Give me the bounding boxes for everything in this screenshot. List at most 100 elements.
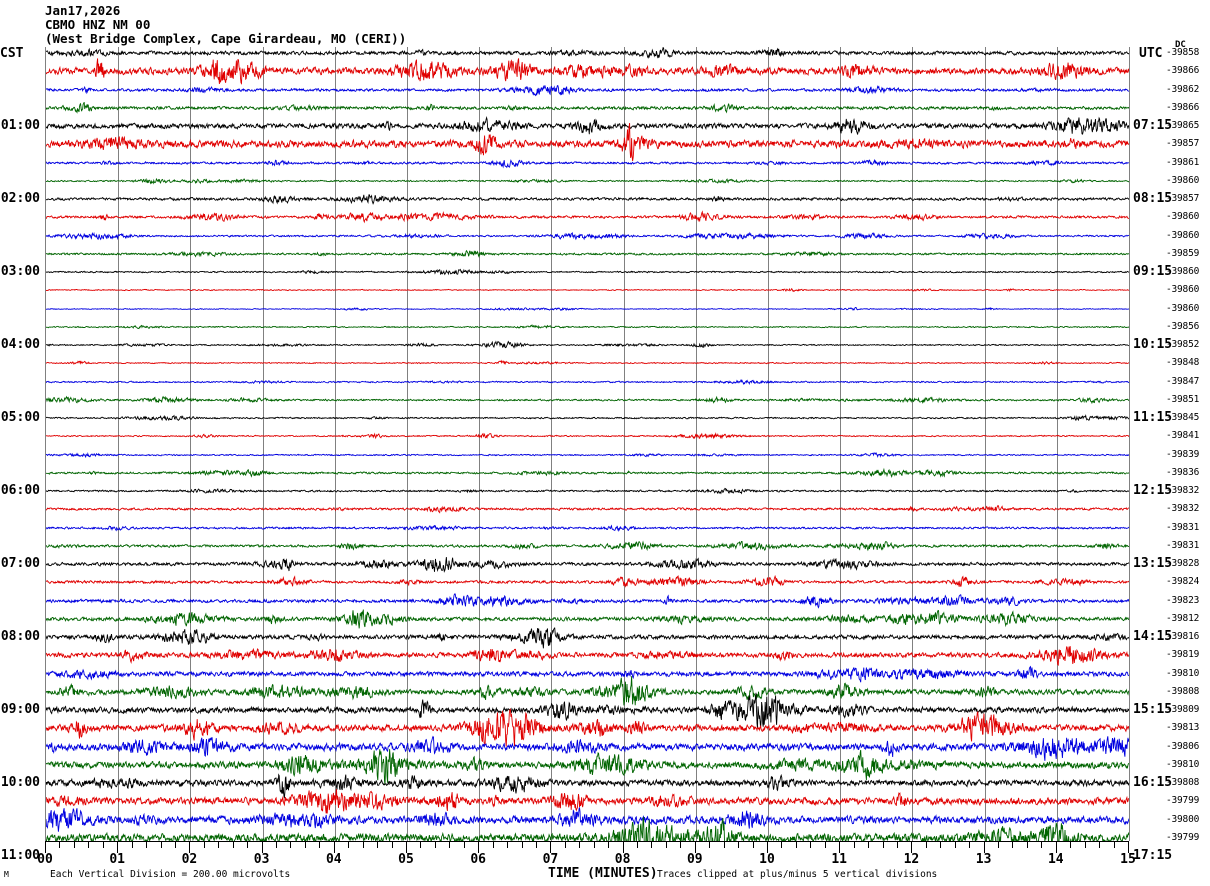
vertical-gridline	[623, 47, 625, 841]
right-hour-label: 13:15	[1133, 556, 1173, 572]
dc-offset-value: -39862	[1166, 83, 1200, 95]
right-hour-label: 17:15	[1133, 848, 1173, 864]
dc-offset-value: -39851	[1166, 393, 1200, 405]
x-tick-minor	[362, 841, 364, 848]
dc-offset-value: -39839	[1166, 448, 1200, 460]
x-tick-minor	[940, 841, 942, 848]
vertical-gridline	[262, 47, 264, 841]
x-tick-minor	[203, 841, 205, 848]
x-tick-minor	[781, 841, 783, 848]
dc-offset-value: -39832	[1166, 503, 1200, 515]
x-tick-major	[839, 841, 841, 853]
dc-offset-value: -39831	[1166, 539, 1200, 551]
dc-offset-value: -39806	[1166, 740, 1200, 752]
seismic-trace	[46, 670, 1129, 714]
dc-offset-value: -39841	[1166, 430, 1200, 442]
left-hour-label: 01:00	[0, 118, 40, 134]
x-tick-label: 07	[542, 852, 559, 867]
right-hour-label: 12:15	[1133, 483, 1173, 499]
corner-marker: M	[4, 870, 9, 879]
left-hour-label: 06:00	[0, 483, 40, 499]
seismic-trace	[46, 159, 1129, 203]
dc-offset-value: -39848	[1166, 357, 1200, 369]
x-tick-minor	[593, 841, 595, 848]
x-tick-label: 02	[181, 852, 198, 867]
dc-offset-value: -39810	[1166, 758, 1200, 770]
vertical-division-note: Each Vertical Division = 200.00 microvol…	[50, 869, 291, 880]
seismic-trace	[46, 524, 1129, 568]
left-hour-label: 11:00	[0, 848, 40, 864]
x-tick-minor	[1099, 841, 1101, 848]
x-tick-minor	[434, 841, 436, 848]
seismic-trace	[46, 542, 1129, 586]
seismic-trace	[46, 433, 1129, 477]
x-tick-label: 03	[253, 852, 270, 867]
dc-offset-value: -39860	[1166, 284, 1200, 296]
seismic-trace	[46, 47, 1129, 75]
dc-offset-value: -39809	[1166, 704, 1200, 716]
x-tick-minor	[896, 841, 898, 848]
x-tick-major	[261, 841, 263, 853]
vertical-gridline	[1056, 47, 1058, 841]
x-tick-label: 01	[109, 852, 126, 867]
dc-offset-value: -39808	[1166, 685, 1200, 697]
vertical-gridline	[407, 47, 408, 841]
seismic-trace	[46, 652, 1129, 696]
dc-offset-value: -39800	[1166, 813, 1200, 825]
left-timezone-label: CST	[0, 46, 24, 61]
x-tick-minor	[73, 841, 75, 848]
dc-offset-value: -39823	[1166, 594, 1200, 606]
x-tick-label: 06	[470, 852, 487, 867]
x-tick-minor	[738, 841, 740, 848]
dc-offset-value: -39799	[1166, 832, 1200, 843]
seismic-trace	[46, 414, 1129, 458]
seismic-trace	[46, 506, 1129, 550]
x-tick-minor	[709, 841, 711, 848]
dc-offset-value: -39860	[1166, 174, 1200, 186]
left-hour-label: 02:00	[0, 191, 40, 207]
right-hour-label: 15:15	[1133, 702, 1173, 718]
x-tick-minor	[507, 841, 509, 848]
x-tick-minor	[247, 841, 249, 848]
x-tick-minor	[680, 841, 682, 848]
x-tick-minor	[752, 841, 754, 848]
x-tick-minor	[290, 841, 292, 848]
dc-offset-value: -39831	[1166, 521, 1200, 533]
x-tick-minor	[1026, 841, 1028, 848]
seismic-trace	[46, 706, 1129, 750]
seismic-trace	[46, 761, 1129, 805]
x-tick-minor	[998, 841, 1000, 848]
x-tick-minor	[160, 841, 162, 848]
vertical-gridline	[190, 47, 192, 841]
seismic-trace	[46, 49, 1129, 93]
x-tick-label: 14	[1047, 852, 1064, 867]
vertical-gridline	[912, 47, 914, 841]
dc-offset-value: -39859	[1166, 247, 1200, 259]
seismic-trace	[46, 232, 1129, 276]
dc-offset-value: -39858	[1166, 47, 1200, 58]
vertical-gridline	[118, 47, 120, 841]
x-tick-minor	[723, 841, 725, 848]
left-hour-label: 09:00	[0, 702, 40, 718]
seismic-trace	[46, 798, 1129, 841]
header-location: (West Bridge Complex, Cape Girardeau, MO…	[45, 31, 407, 46]
right-hour-label: 16:15	[1133, 775, 1173, 791]
left-hour-label: 10:00	[0, 775, 40, 791]
x-tick-minor	[391, 841, 393, 848]
vertical-gridline	[479, 47, 481, 841]
x-tick-label: 10	[759, 852, 775, 867]
x-tick-minor	[795, 841, 797, 848]
dc-offset-value: -39860	[1166, 266, 1200, 278]
x-tick-minor	[1070, 841, 1072, 848]
x-tick-label: 09	[686, 852, 703, 867]
x-tick-minor	[579, 841, 581, 848]
x-tick-minor	[131, 841, 133, 848]
x-tick-label: 08	[614, 852, 631, 867]
seismic-trace	[46, 68, 1129, 112]
x-tick-minor	[954, 841, 956, 848]
x-tick-major	[45, 841, 46, 853]
dc-offset-value: -39857	[1166, 138, 1200, 150]
left-hour-label: 05:00	[0, 410, 40, 426]
dc-offset-value: -39845	[1166, 412, 1200, 424]
seismic-trace	[46, 743, 1129, 787]
